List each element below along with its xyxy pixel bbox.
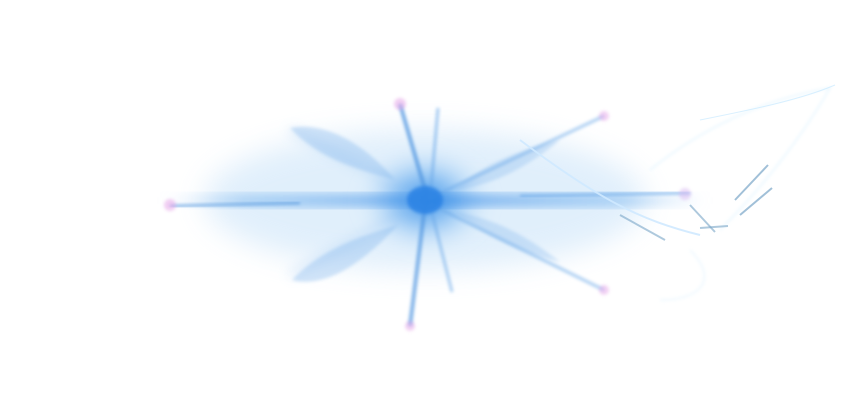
wing-lower-right [455,212,560,262]
wing-lower-left [292,225,398,282]
tip-sparkle [394,98,406,110]
light-trail [649,86,832,231]
left-spike [169,201,301,208]
tip-sparkle [599,285,609,295]
tip-sparkle [599,111,609,121]
shard [734,164,769,201]
wing-upper-left [290,126,395,180]
top-spike [398,103,430,201]
light-trail [659,249,706,301]
shard [619,214,666,241]
bottom-spike-2 [428,204,454,293]
core-center [407,186,443,214]
light-trail [699,84,836,121]
tip-sparkle [405,321,415,331]
tip-sparkle [679,188,691,200]
right-spike [519,191,691,198]
tip-sparkle [164,199,176,211]
light-trail [519,139,701,236]
bottom-spike [408,204,427,327]
shard [699,225,729,229]
shard [739,187,773,216]
top-spike-2 [428,107,440,201]
wing-upper-right [455,140,560,190]
